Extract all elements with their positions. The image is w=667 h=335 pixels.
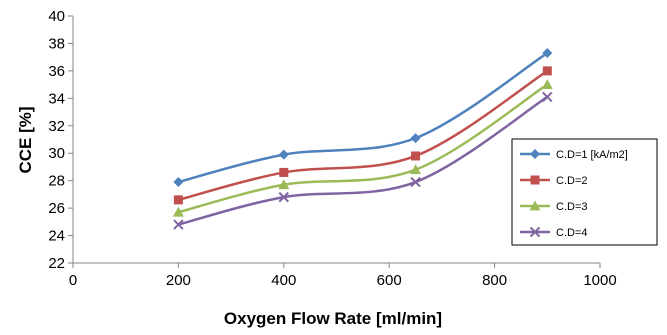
data-point-series-4 <box>278 191 290 203</box>
data-point-series-4 <box>173 219 184 230</box>
legend: C.D=1 [kA/m2] C.D=2 C.D=3 C.D=4 <box>511 138 658 246</box>
legend-marker <box>530 149 540 159</box>
series-line-3 <box>178 83 548 214</box>
x-tick-label: 200 <box>166 272 191 289</box>
y-ticks: 22 24 26 28 30 32 34 36 38 40 <box>48 8 73 272</box>
axes <box>72 16 600 264</box>
y-tick-label: 34 <box>48 90 65 107</box>
data-point-series-4 <box>542 91 553 103</box>
legend-marker <box>529 226 541 238</box>
y-axis-title: CCE [%] <box>16 106 35 173</box>
data-point-series-2 <box>279 167 289 177</box>
x-ticks: 0 200 400 600 800 1000 <box>69 263 617 289</box>
data-point-series-3 <box>410 164 422 175</box>
x-tick-label: 1000 <box>583 272 616 289</box>
legend-label: C.D=3 <box>556 201 588 213</box>
x-tick-label: 400 <box>271 272 296 289</box>
data-point-series-2 <box>411 151 421 161</box>
legend-marker <box>530 175 540 185</box>
data-point-series-3 <box>541 79 553 90</box>
data-point-series-2 <box>542 66 552 76</box>
y-tick-label: 30 <box>48 145 65 162</box>
y-tick-label: 32 <box>48 118 65 135</box>
y-tick-label: 26 <box>48 200 65 217</box>
x-tick-label: 800 <box>482 272 507 289</box>
data-point-series-3 <box>172 206 184 217</box>
x-tick-label: 0 <box>69 272 77 289</box>
legend-label: C.D=1 [kA/m2] <box>556 149 628 161</box>
series-line-4 <box>178 95 548 226</box>
legend-label: C.D=4 <box>556 227 588 239</box>
data-point-series-2 <box>173 195 183 205</box>
y-tick-label: 22 <box>48 255 65 272</box>
data-point-series-1 <box>542 48 553 59</box>
data-point-series-1 <box>173 177 184 188</box>
y-tick-label: 40 <box>48 8 65 25</box>
series-line-2 <box>178 69 548 202</box>
series-line-1 <box>178 52 548 184</box>
y-tick-label: 36 <box>48 63 65 80</box>
series-layer <box>172 48 553 230</box>
data-point-series-1 <box>410 133 421 144</box>
x-tick-label: 600 <box>377 272 402 289</box>
legend-marker <box>529 200 541 211</box>
data-point-series-3 <box>278 179 290 190</box>
legend-label: C.D=2 <box>556 175 588 187</box>
y-tick-label: 38 <box>48 35 65 52</box>
x-axis-title: Oxygen Flow Rate [ml/min] <box>224 309 442 328</box>
y-tick-label: 28 <box>48 173 65 190</box>
y-tick-label: 24 <box>48 228 65 245</box>
data-point-series-4 <box>410 176 421 188</box>
data-point-series-1 <box>278 149 289 160</box>
